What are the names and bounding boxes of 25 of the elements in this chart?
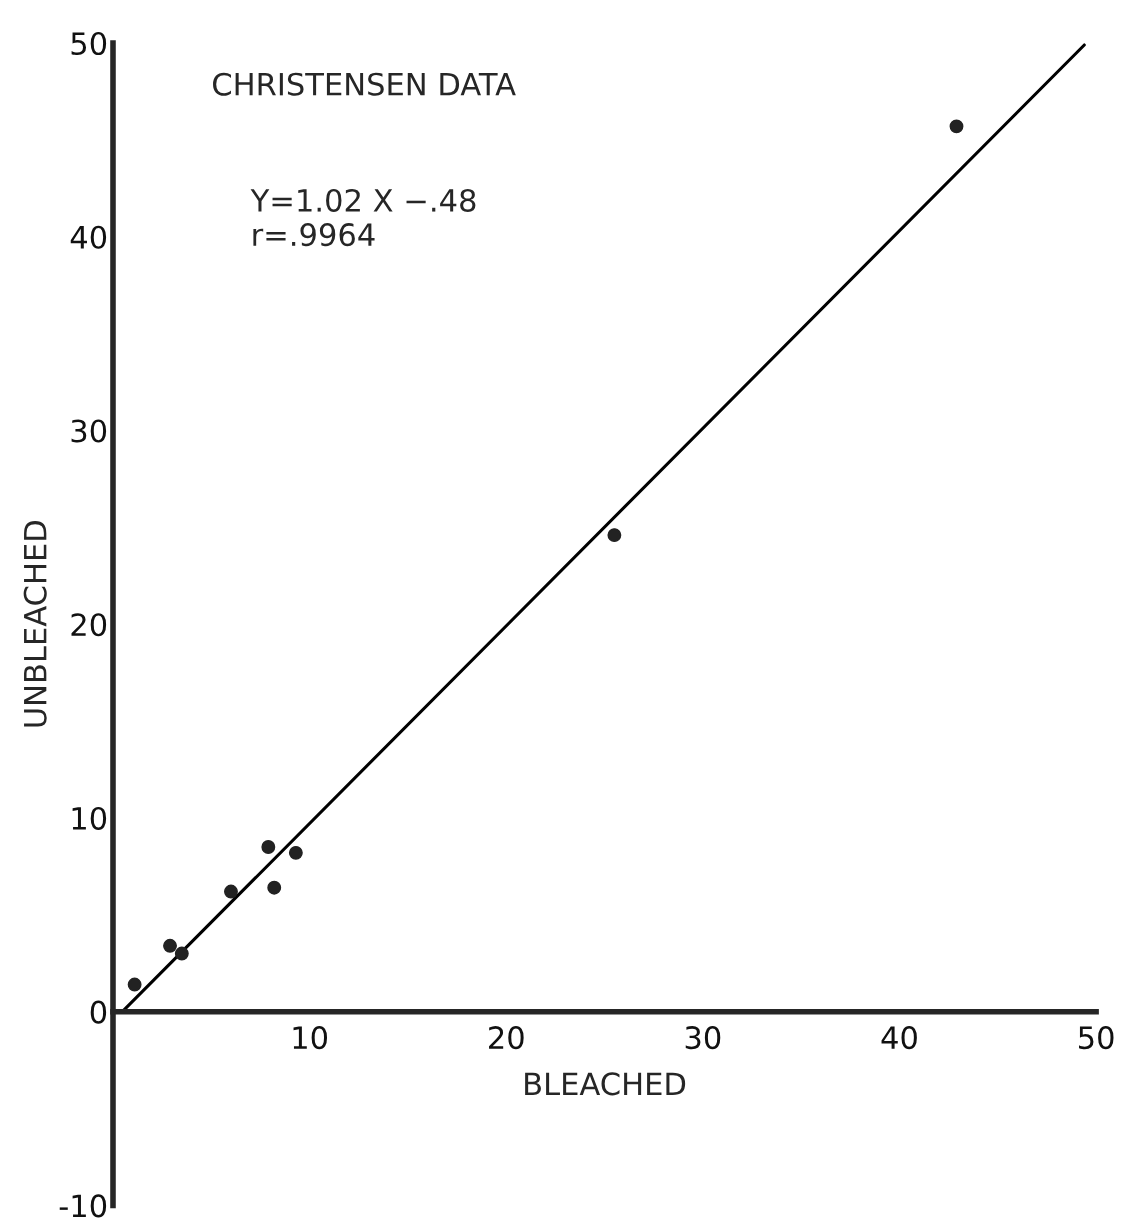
- point: [607, 528, 622, 543]
- x-tick-label: 20: [489, 1026, 524, 1050]
- annotation: Y=1.02 X −.48 r=.9964: [250, 188, 476, 247]
- x-tick-label: 10: [293, 1026, 328, 1050]
- point: [224, 884, 238, 899]
- y-tick-label: 10: [72, 806, 107, 830]
- point: [267, 880, 282, 895]
- point: [174, 946, 189, 961]
- point: [261, 840, 276, 854]
- y-axis-title: UNBLEACHED: [23, 521, 47, 727]
- point: [127, 977, 142, 992]
- point: [949, 119, 964, 134]
- x-tick-label: 30: [685, 1026, 721, 1050]
- y-tick-label: 30: [71, 419, 107, 443]
- y-tick-label: 0: [90, 1000, 107, 1024]
- y-tick-label: -10: [59, 1194, 107, 1218]
- point: [163, 938, 177, 953]
- x-tick-label: 40: [881, 1026, 917, 1050]
- y-tick-label: 20: [71, 613, 107, 637]
- text: CHRISTENSEN DATA: [213, 72, 516, 96]
- x-tick-label: 50: [1079, 1026, 1114, 1050]
- y-tick-label: 50: [71, 31, 107, 56]
- x-axis-title: BLEACHED: [525, 1072, 686, 1096]
- point: [288, 845, 303, 860]
- y-tick-label: 40: [70, 225, 107, 249]
